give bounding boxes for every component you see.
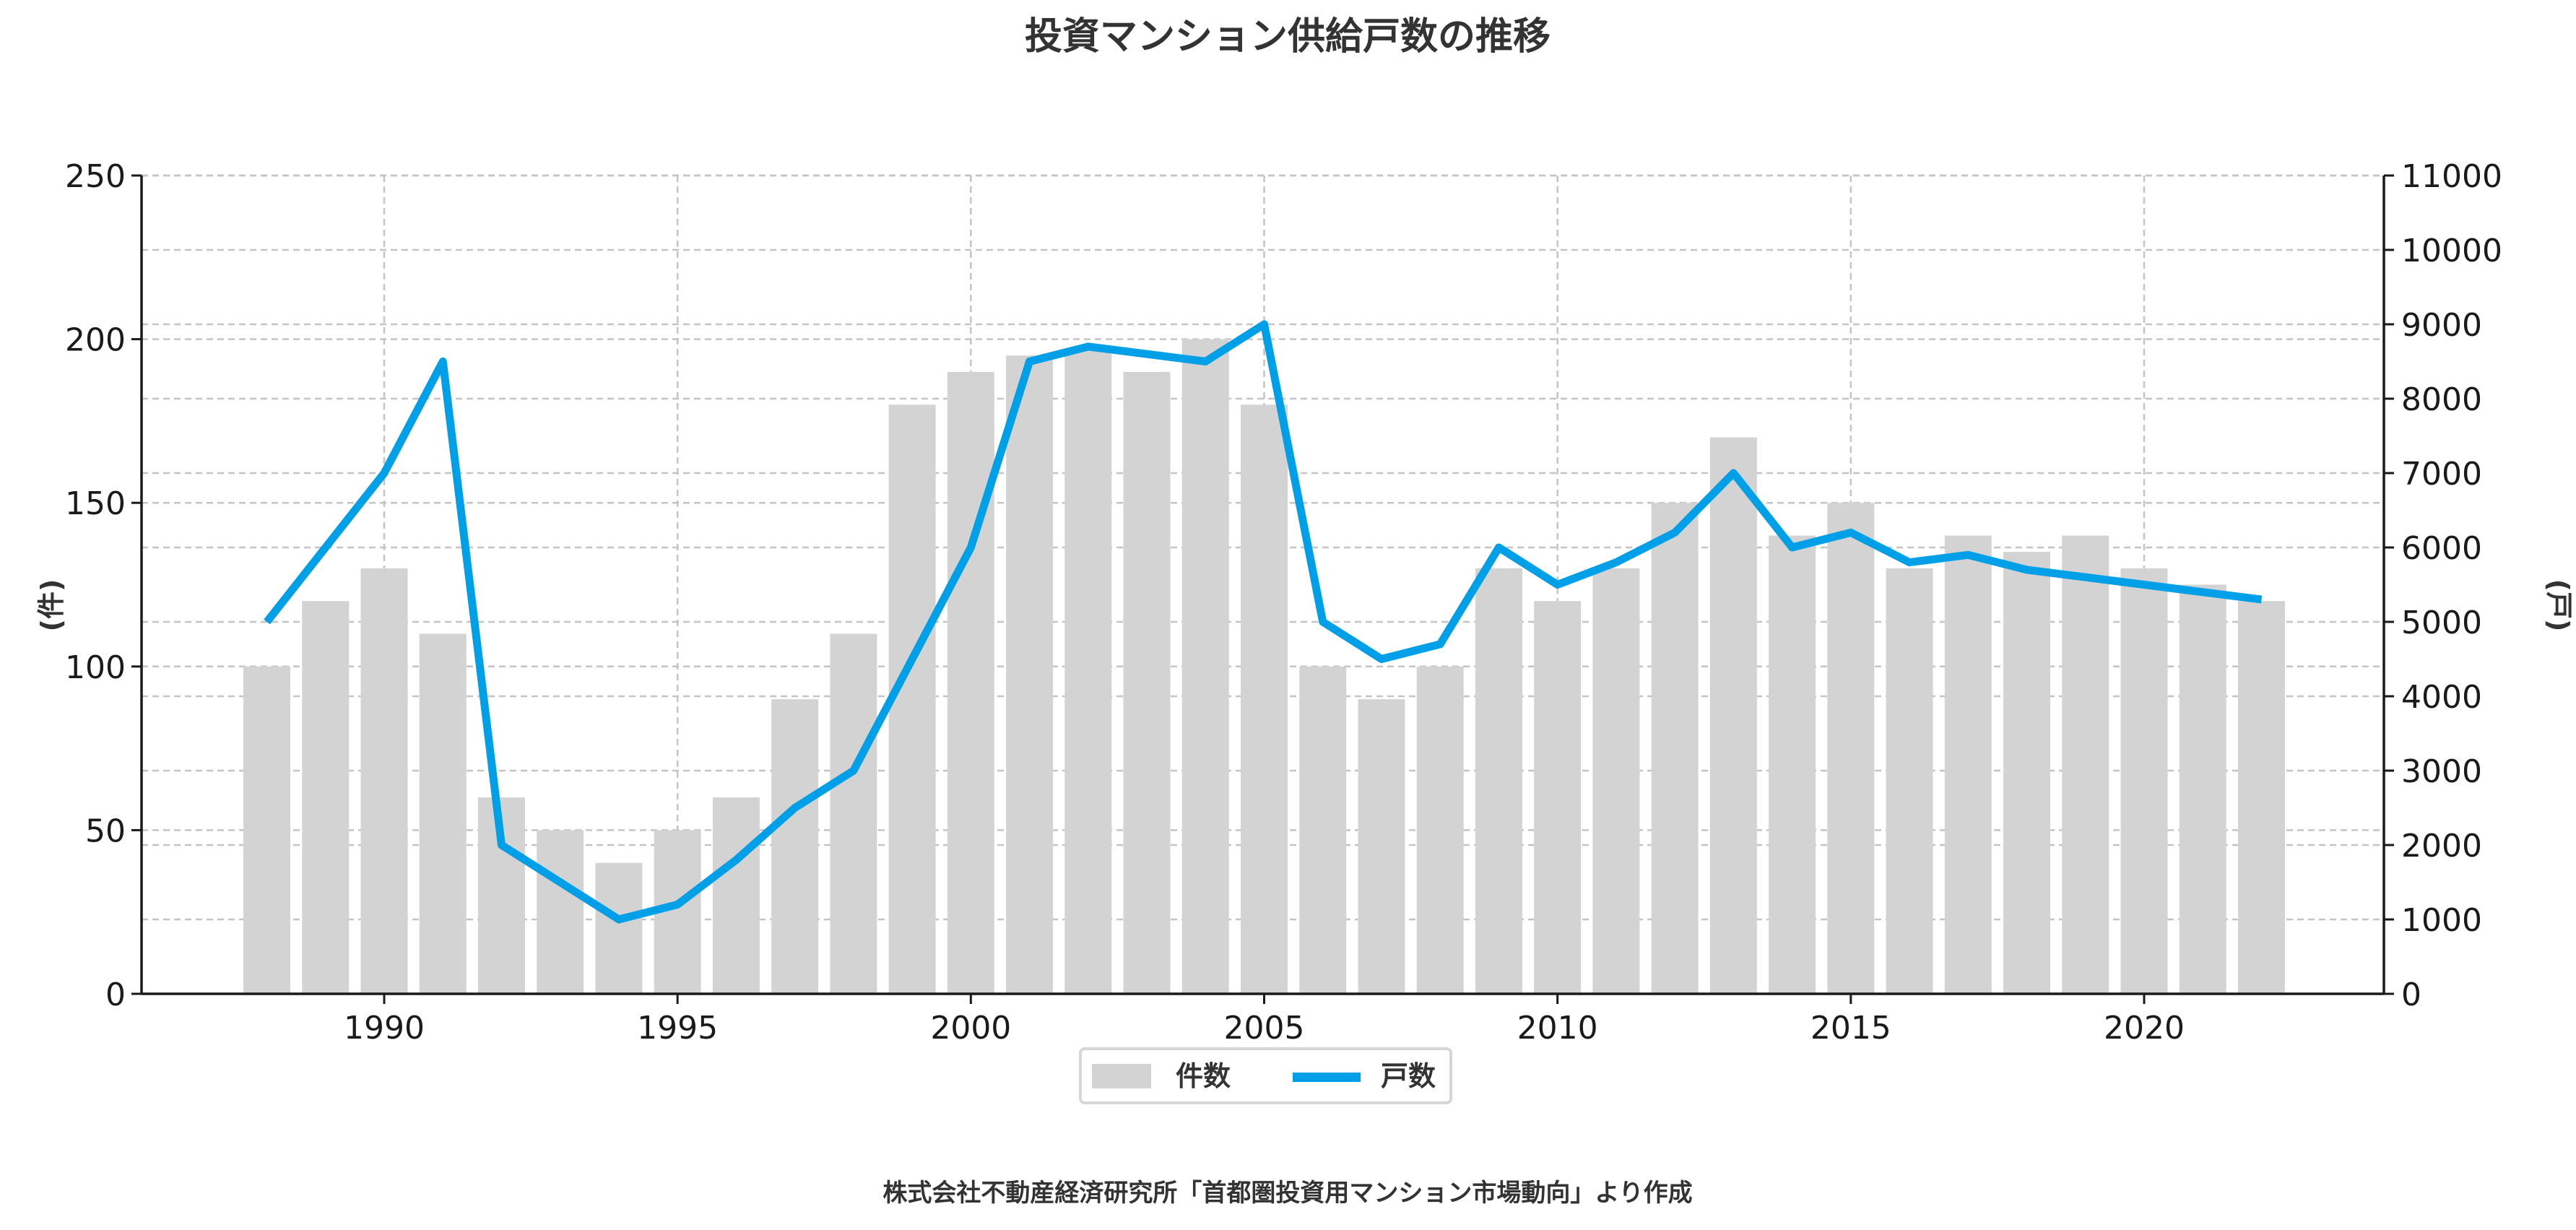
- y-right-tick-label: 9000: [2401, 307, 2482, 344]
- chart-title: 投資マンション供給戸数の推移: [1025, 15, 1551, 59]
- bar: [1651, 503, 1699, 994]
- bar: [1709, 437, 1757, 994]
- bar: [1064, 349, 1112, 994]
- bars-series: [243, 339, 2285, 995]
- y-right-tick-label: 6000: [2401, 530, 2482, 567]
- y-right-tick-label: 7000: [2401, 456, 2482, 493]
- y-axis-left-label: (件): [35, 579, 67, 632]
- line-series: [264, 320, 2263, 924]
- y-right-tick-label: 8000: [2401, 381, 2482, 418]
- y-right-tick-label: 3000: [2401, 753, 2482, 790]
- bar: [1944, 535, 1992, 994]
- bar: [1123, 371, 1171, 994]
- legend-label-bar: 件数: [1176, 1060, 1231, 1092]
- bar: [2003, 552, 2051, 994]
- legend-label-line: 戸数: [1381, 1060, 1436, 1092]
- axes: 1990 1995 2000 2005 2010 2015 2020050100150200…: [65, 158, 2502, 1047]
- legend: 件数 戸数: [1079, 1047, 1452, 1104]
- y-right-tick-label: 10000: [2401, 233, 2502, 269]
- bar: [2179, 584, 2226, 994]
- bar: [302, 601, 350, 994]
- y-left-tick-label: 100: [65, 649, 126, 686]
- bar: [771, 699, 819, 994]
- y-left-tick-label: 250: [65, 158, 126, 195]
- bar: [1006, 355, 1054, 994]
- y-left-tick-label: 50: [85, 813, 126, 849]
- bar: [1769, 535, 1816, 994]
- bar: [1534, 601, 1582, 994]
- bar: [595, 862, 643, 994]
- x-tick-label: 1995: [637, 1010, 718, 1047]
- legend-box: [1079, 1047, 1452, 1104]
- x-tick-label: 2000: [930, 1010, 1011, 1047]
- bar: [1358, 699, 1405, 994]
- source-note: 株式会社不動産経済研究所「首都圏投資用マンション市場動向」より作成: [882, 1179, 1692, 1208]
- y-right-tick-label: 1000: [2401, 902, 2482, 939]
- bar: [1475, 568, 1522, 994]
- bar: [360, 568, 408, 994]
- bar: [419, 633, 467, 994]
- bar: [1181, 339, 1229, 995]
- y-right-tick-label: 11000: [2401, 158, 2502, 195]
- x-tick-label: 2015: [1810, 1010, 1891, 1047]
- legend-swatch-bar: [1092, 1064, 1151, 1088]
- x-tick-label: 2005: [1224, 1010, 1305, 1047]
- bar: [888, 404, 936, 994]
- y-right-tick-label: 2000: [2401, 828, 2482, 865]
- legend-swatch-line: [1293, 1073, 1361, 1082]
- bar: [830, 633, 877, 994]
- bar: [1416, 666, 1464, 994]
- x-tick-label: 2010: [1517, 1010, 1598, 1047]
- bar: [712, 797, 760, 994]
- y-right-tick-label: 0: [2401, 976, 2421, 1013]
- y-left-tick-label: 0: [105, 976, 126, 1013]
- y-axis-right-label: (戸): [2543, 579, 2575, 632]
- y-right-tick-label: 5000: [2401, 605, 2482, 641]
- bar: [243, 666, 291, 994]
- bar: [537, 830, 584, 994]
- bar: [1241, 404, 1288, 994]
- x-tick-label: 1990: [344, 1010, 425, 1047]
- bar: [1827, 503, 1875, 994]
- y-left-tick-label: 200: [65, 322, 126, 359]
- bar: [2237, 601, 2285, 994]
- bar: [1592, 568, 1640, 994]
- bar: [947, 371, 994, 994]
- bar: [1886, 568, 1933, 994]
- y-left-tick-label: 150: [65, 485, 126, 522]
- y-right-tick-label: 4000: [2401, 679, 2482, 716]
- bar: [2120, 568, 2168, 994]
- bar: [1299, 666, 1347, 994]
- bar: [2062, 535, 2109, 994]
- x-tick-label: 2020: [2104, 1010, 2185, 1047]
